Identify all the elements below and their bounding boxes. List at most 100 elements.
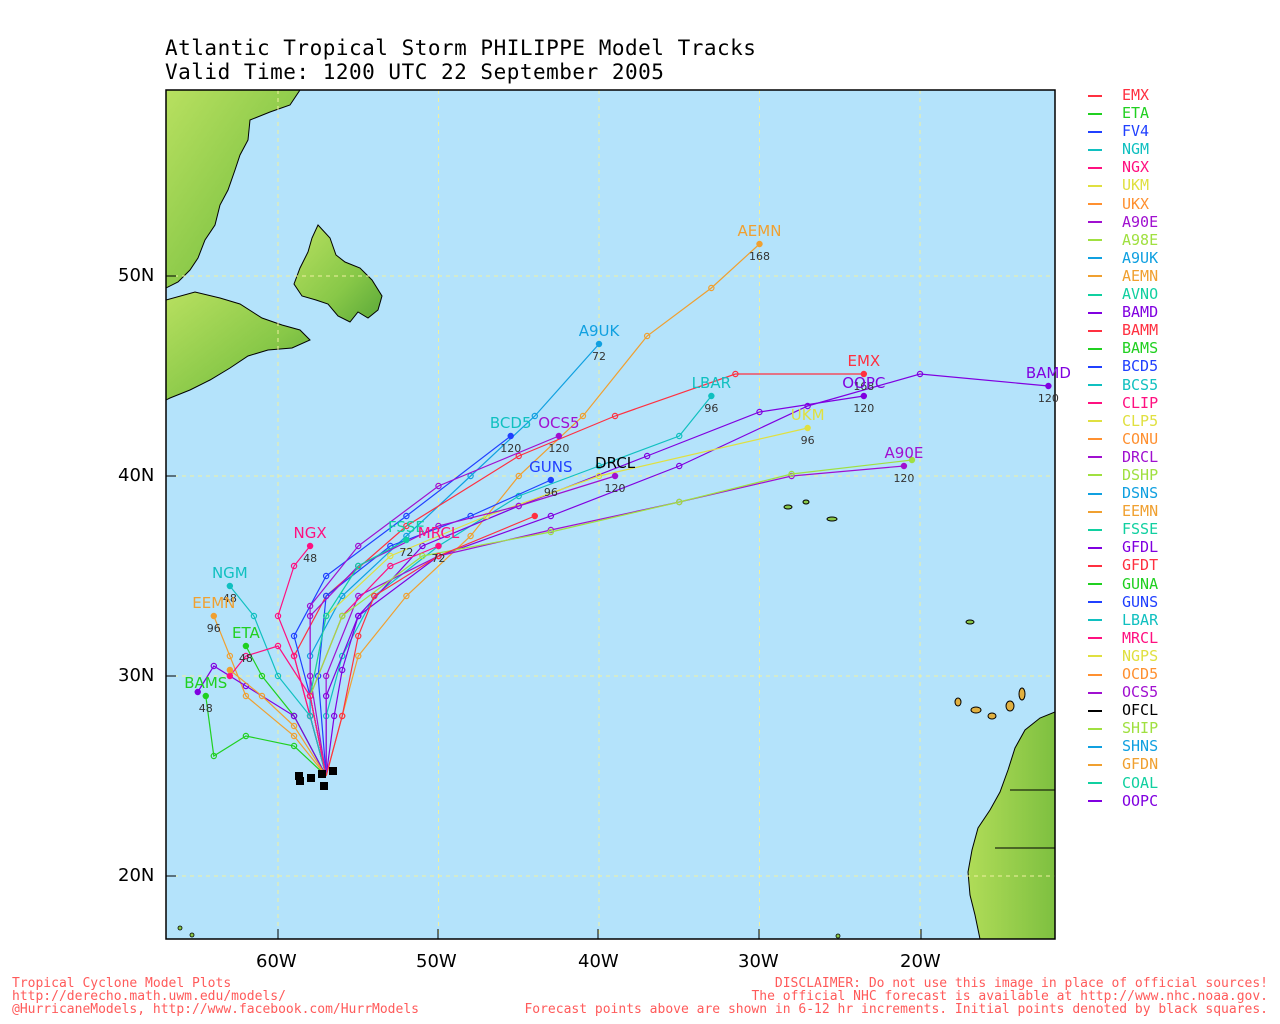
legend-item-gfdl: GFDL bbox=[1088, 538, 1158, 556]
track-point bbox=[210, 612, 217, 620]
legend-label: MRCL bbox=[1122, 628, 1159, 647]
caribbean-islands bbox=[177, 925, 841, 939]
track-point bbox=[676, 498, 683, 506]
legend-label: COAL bbox=[1122, 773, 1159, 792]
footer-disclaimer: DISCLAIMER: Do not use this image in pla… bbox=[774, 976, 1268, 991]
track-point bbox=[676, 432, 683, 440]
legend-swatch bbox=[1088, 438, 1102, 441]
track-point bbox=[507, 432, 514, 440]
legend-swatch bbox=[1088, 311, 1102, 314]
track-hour-label: 48 bbox=[303, 552, 317, 565]
track-point bbox=[226, 672, 234, 680]
grid-lines bbox=[166, 90, 1055, 939]
legend-item-coal: COAL bbox=[1088, 774, 1158, 792]
track-label-mrcl: MRCL bbox=[418, 524, 460, 542]
legend-label: BAMM bbox=[1122, 321, 1159, 340]
track-point bbox=[403, 592, 410, 600]
legend-item-avno: AVNO bbox=[1088, 285, 1158, 303]
track-point bbox=[756, 408, 763, 416]
legend-swatch bbox=[1088, 763, 1102, 766]
track-label-drcl: DRCL bbox=[595, 454, 636, 472]
track-point bbox=[860, 370, 868, 378]
legend-item-ocs5: OCS5 bbox=[1088, 683, 1158, 701]
legend-item-eta: ETA bbox=[1088, 104, 1158, 122]
track-point bbox=[339, 612, 346, 620]
model-tracks bbox=[194, 240, 1052, 777]
legend-label: AVNO bbox=[1122, 285, 1159, 304]
legend-swatch bbox=[1088, 474, 1102, 477]
legend-item-aemn: AEMN bbox=[1088, 267, 1158, 285]
legend-swatch bbox=[1088, 546, 1102, 549]
track-point bbox=[306, 612, 314, 620]
track-hour-label: 96 bbox=[544, 486, 558, 499]
legend-swatch bbox=[1088, 94, 1102, 97]
track-point bbox=[595, 340, 603, 348]
legend-item-guns: GUNS bbox=[1088, 593, 1158, 611]
legend-item-bcs5: BCS5 bbox=[1088, 376, 1158, 394]
lon-label-30w: 30W bbox=[738, 951, 779, 972]
track-point bbox=[306, 712, 314, 720]
track-point bbox=[916, 370, 924, 378]
legend-swatch bbox=[1088, 239, 1102, 242]
legend-swatch bbox=[1088, 492, 1102, 495]
land-north-america bbox=[166, 90, 301, 289]
footer-social[interactable]: @HurricaneModels, http://www.facebook.co… bbox=[12, 1002, 419, 1017]
legend-swatch bbox=[1088, 619, 1102, 622]
track-point bbox=[900, 462, 908, 470]
track-label-emx: EMX bbox=[847, 352, 880, 370]
track-point bbox=[371, 592, 378, 600]
track-gfdl bbox=[197, 665, 327, 777]
legend-swatch bbox=[1088, 601, 1102, 604]
track-label-guns: GUNS bbox=[529, 458, 572, 476]
track-point bbox=[579, 412, 587, 420]
land-maritimes bbox=[166, 291, 311, 401]
legend-label: FSSE bbox=[1122, 520, 1159, 539]
track-point bbox=[339, 652, 346, 660]
track-point bbox=[515, 452, 522, 460]
legend-swatch bbox=[1088, 275, 1102, 278]
track-point bbox=[290, 562, 298, 570]
legend-label: A9UK bbox=[1122, 248, 1159, 267]
legend-swatch bbox=[1088, 800, 1102, 803]
legend-label: ETA bbox=[1122, 104, 1150, 123]
track-point bbox=[908, 456, 916, 464]
track-point bbox=[467, 472, 474, 480]
legend-label: GUNS bbox=[1122, 592, 1159, 611]
legend-item-gfdn: GFDN bbox=[1088, 755, 1158, 773]
lat-label-50n: 50N bbox=[118, 265, 155, 286]
track-point bbox=[788, 470, 795, 478]
legend-item-bams: BAMS bbox=[1088, 339, 1158, 357]
track-gfdn bbox=[229, 669, 327, 777]
track-hour-label: 120 bbox=[853, 402, 874, 415]
track-point bbox=[355, 542, 362, 550]
track-point bbox=[210, 662, 217, 670]
legend-swatch bbox=[1088, 709, 1102, 712]
legend-label: SHIP bbox=[1122, 719, 1159, 738]
track-hour-label: 96 bbox=[207, 622, 221, 635]
track-point bbox=[274, 642, 282, 650]
legend-item-a90e: A90E bbox=[1088, 213, 1158, 231]
legend-label: UKM bbox=[1122, 176, 1150, 195]
track-point bbox=[555, 432, 563, 440]
track-point bbox=[708, 392, 715, 400]
track-point bbox=[547, 512, 555, 520]
track-point bbox=[419, 542, 426, 550]
track-point bbox=[290, 742, 298, 750]
track-point bbox=[804, 424, 811, 432]
legend-label: OCS5 bbox=[1122, 683, 1159, 702]
footer-site-url[interactable]: http://derecho.math.uwm.edu/models/ bbox=[12, 989, 286, 1004]
footer-site-title: Tropical Cyclone Model Plots bbox=[12, 976, 232, 991]
legend-label: UKX bbox=[1122, 194, 1150, 213]
legend-label: CLIP bbox=[1122, 393, 1159, 412]
track-label-fsse: FSSE bbox=[388, 518, 425, 536]
track-label-lbar: LBAR bbox=[692, 374, 731, 392]
legend-label: OOPC bbox=[1122, 791, 1159, 810]
track-hour-label: 168 bbox=[853, 380, 874, 393]
track-point bbox=[274, 672, 282, 680]
track-point bbox=[339, 712, 346, 720]
track-point bbox=[403, 512, 410, 520]
track-labels: AEMN168A9UK72LBAR96EMX168OOPC120BAMD120U… bbox=[184, 222, 1071, 715]
track-point bbox=[290, 722, 298, 730]
legend-swatch bbox=[1088, 420, 1102, 423]
track-point bbox=[1045, 382, 1052, 390]
